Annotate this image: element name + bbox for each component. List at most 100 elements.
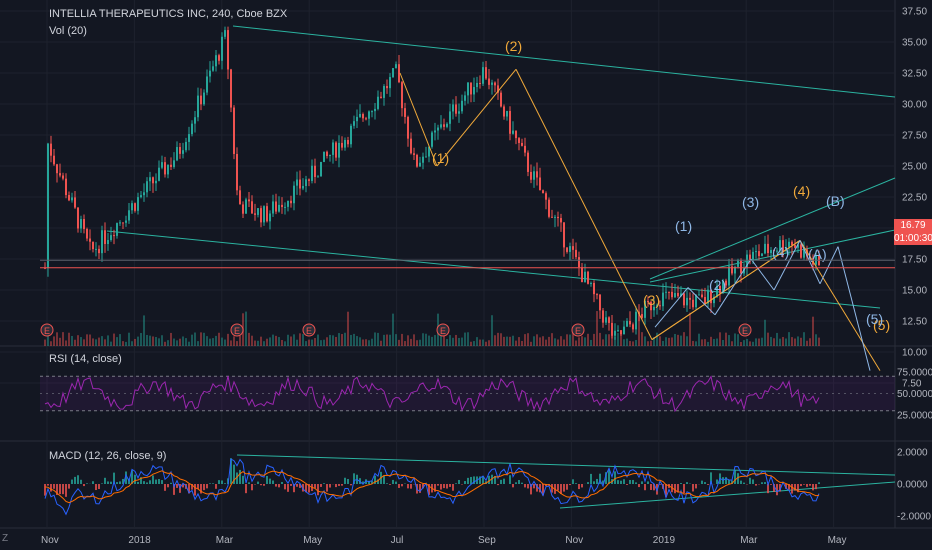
volume-bar — [326, 337, 328, 346]
volume-bar — [284, 341, 286, 346]
candle-body — [137, 197, 139, 211]
candle-body — [518, 138, 520, 143]
volume-bar — [596, 311, 598, 346]
candle-body — [635, 311, 637, 330]
macd-histogram-bar — [422, 484, 424, 489]
candle-body — [710, 289, 712, 304]
candle-body — [542, 190, 544, 194]
trend-channels — [106, 25, 896, 509]
macd-histogram-bar — [767, 484, 769, 494]
macd-histogram-bar — [290, 484, 292, 486]
candle-body — [479, 82, 481, 84]
earnings-marker — [738, 323, 752, 337]
macd-histogram-bar — [245, 484, 247, 494]
candle-body — [59, 173, 61, 176]
macd-histogram-bar — [428, 484, 430, 495]
candle-body — [779, 240, 781, 251]
macd-histogram-bar — [494, 476, 496, 484]
candle-body — [773, 250, 775, 252]
macd-histogram-bar — [371, 480, 373, 484]
timezone-icon[interactable]: Z — [2, 533, 9, 544]
volume-bar — [113, 333, 115, 346]
macd-histogram-bar — [236, 472, 238, 484]
candle-body — [401, 82, 403, 109]
macd-histogram-bar — [398, 484, 400, 488]
candle-body — [47, 143, 49, 268]
volume-bar — [56, 332, 58, 346]
volume-bar — [80, 337, 82, 346]
candle-body — [689, 297, 691, 300]
earnings-marker — [230, 323, 244, 337]
volume-bar — [812, 316, 814, 346]
candle-body — [296, 179, 298, 186]
candle-body — [503, 106, 505, 117]
volume-bar — [782, 336, 784, 346]
candle-body — [749, 254, 751, 262]
macd-histogram-bar — [209, 483, 211, 484]
candle-body — [248, 199, 250, 202]
candle-body — [245, 199, 247, 214]
volume-bar — [263, 341, 265, 346]
macd-histogram-bar — [446, 484, 448, 489]
price-tick-label: 12.50 — [902, 317, 927, 328]
volume-bar — [266, 338, 268, 346]
macd-histogram-bar — [635, 482, 637, 484]
candle-body — [491, 82, 493, 85]
candle-body — [737, 260, 739, 267]
volume-bar — [761, 337, 763, 346]
candle-body — [308, 179, 310, 181]
axes: 37.5035.0032.5030.0027.5025.0022.5020.00… — [41, 7, 932, 547]
candle-body — [728, 266, 730, 286]
wave-label-w4: (4) — [793, 183, 810, 199]
candle-body — [302, 185, 304, 189]
macd-histogram-bar — [242, 475, 244, 484]
macd-histogram-bar — [770, 484, 772, 485]
volume-bar — [485, 341, 487, 346]
symbol-title[interactable]: INTELLIA THERAPEUTICS INC, 240, Cboe BZX — [49, 8, 288, 20]
macd-indicator-label[interactable]: MACD (12, 26, close, 9) — [49, 450, 167, 462]
macd-histogram-bar — [386, 483, 388, 484]
candle-body — [275, 201, 277, 212]
volume-bar — [338, 333, 340, 346]
macd-histogram-bar — [293, 484, 295, 493]
macd-histogram-bar — [497, 484, 499, 486]
volume-indicator-label[interactable]: Vol (20) — [49, 25, 87, 37]
candle-body — [551, 216, 553, 218]
candle-body — [659, 305, 661, 307]
volume-bar — [179, 338, 181, 346]
candle-body — [719, 285, 721, 294]
volume-bar — [116, 337, 118, 346]
volume-bar — [380, 340, 382, 346]
volume-bar — [509, 336, 511, 346]
channel-line — [559, 481, 896, 509]
volume-bar — [146, 334, 148, 346]
volume-bar — [722, 339, 724, 346]
macd-histogram-bar — [692, 484, 694, 492]
volume-bar — [290, 336, 292, 346]
volume-bar — [692, 340, 694, 346]
sub-wave-line — [773, 240, 801, 291]
macd-histogram-bar — [587, 482, 589, 484]
volume-bar — [236, 341, 238, 346]
price-candles — [44, 26, 820, 340]
macd-histogram-bar — [389, 484, 391, 485]
macd-histogram-bar — [572, 479, 574, 484]
macd-histogram-bar — [137, 481, 139, 484]
volume-bar — [230, 340, 232, 346]
candle-body — [311, 165, 313, 181]
candle-body — [62, 175, 64, 179]
volume-bar — [671, 337, 673, 346]
volume-bar — [623, 339, 625, 346]
channel-line — [649, 229, 896, 283]
volume-bar — [281, 339, 283, 346]
volume-bar — [221, 337, 223, 346]
volume-bar — [311, 339, 313, 346]
macd-histogram-bar — [596, 478, 598, 484]
macd-histogram-bar — [437, 484, 439, 486]
candle-body — [71, 197, 73, 201]
macd-histogram-bar — [197, 484, 199, 489]
macd-histogram-bar — [482, 476, 484, 484]
candle-body — [665, 291, 667, 293]
rsi-indicator-label[interactable]: RSI (14, close) — [49, 353, 122, 365]
